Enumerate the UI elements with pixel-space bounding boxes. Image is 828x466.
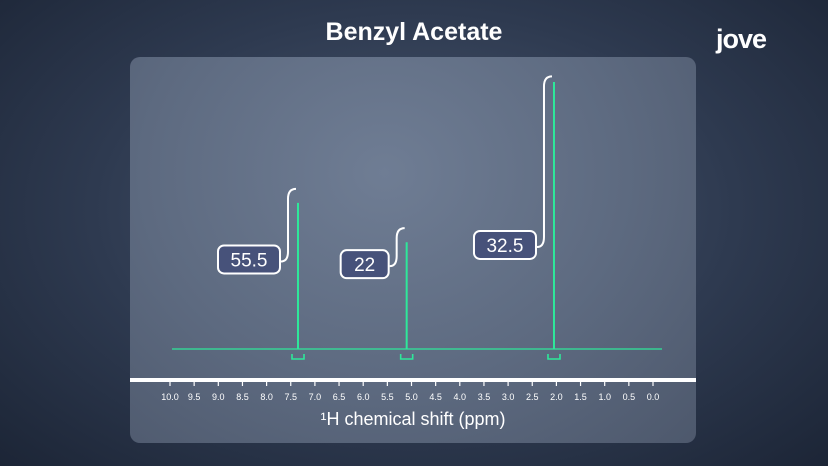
peak-bracket-2 [547,354,561,360]
x-tick-label: 8.0 [260,392,273,402]
x-tick-label: 5.0 [405,392,418,402]
jove-logo: jove [716,24,767,54]
integration-label-2: 32.5 [486,236,523,257]
x-tick-label: 4.0 [454,392,467,402]
x-tick-label: 7.5 [284,392,297,402]
integration-label-box-1 [339,249,390,280]
integral-curve-0 [280,187,297,263]
integration-label-box-2 [472,229,537,260]
peak-bracket-1 [399,354,414,360]
integral-curve-1 [389,227,405,268]
x-tick-label: 9.5 [188,392,201,402]
integral-curve-2 [536,75,553,248]
x-tick-label: 1.0 [598,392,611,402]
x-tick-label: 7.0 [309,392,322,402]
chart-title: Benzyl Acetate [325,18,503,46]
x-tick-label: 9.0 [212,392,225,402]
x-axis-title: ¹H chemical shift (ppm) [320,409,505,429]
integration-label-box-0 [216,244,281,275]
integration-label-0: 55.5 [231,250,268,271]
x-tick-label: 5.5 [381,392,394,402]
x-tick-label: 3.5 [478,392,491,402]
x-tick-label: 10.0 [161,392,179,402]
peak-bracket-0 [291,354,305,360]
x-tick-label: 4.5 [429,392,442,402]
x-tick-label: 1.5 [574,392,587,402]
x-tick-label: 2.0 [550,392,563,402]
x-tick-label: 2.5 [526,392,539,402]
x-tick-label: 3.0 [502,392,515,402]
x-tick-label: 0.0 [647,392,660,402]
x-tick-label: 8.5 [236,392,249,402]
x-tick-label: 6.0 [357,392,370,402]
x-tick-label: 0.5 [623,392,636,402]
x-tick-label: 6.5 [333,392,346,402]
integration-label-1: 22 [354,255,375,276]
